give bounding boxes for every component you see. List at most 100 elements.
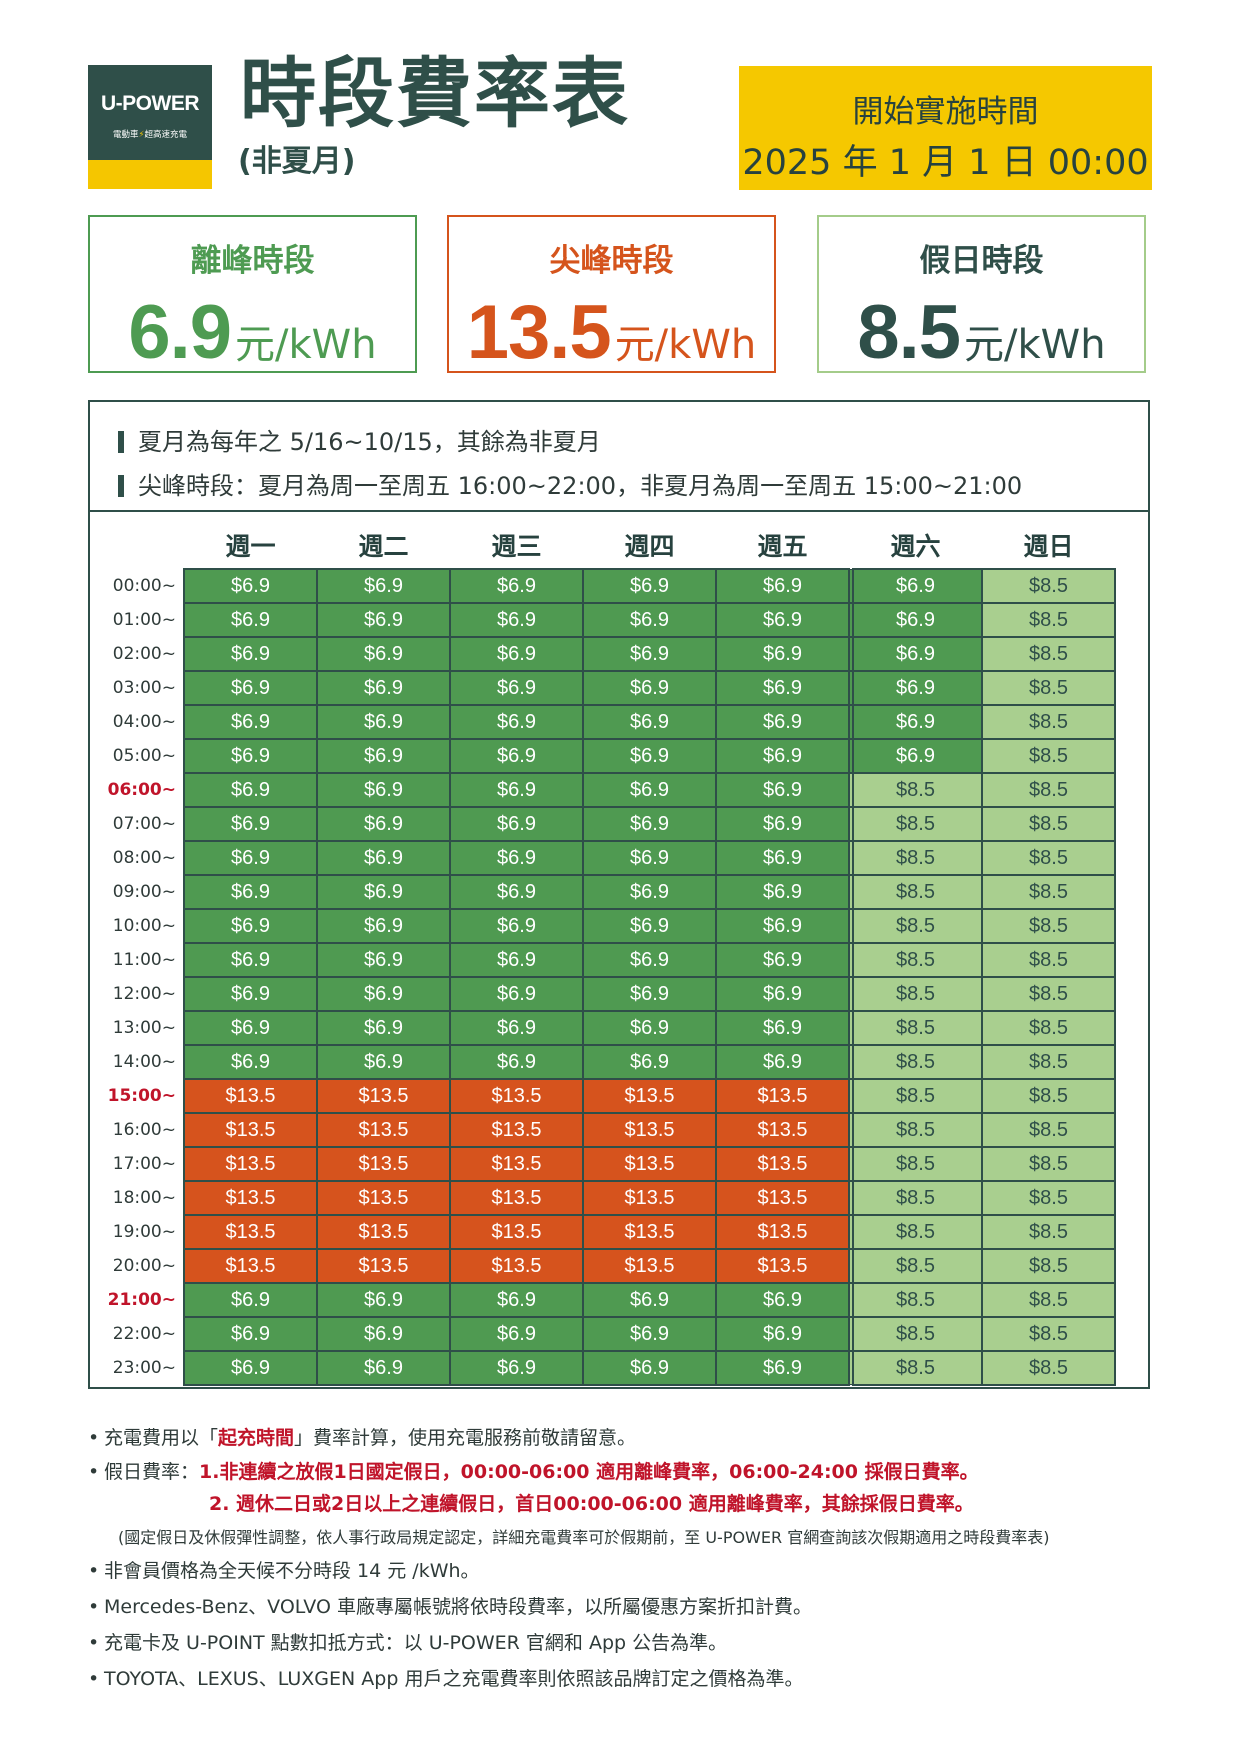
hour-label: 15:00~ bbox=[107, 1086, 176, 1106]
rate-cell-off: $6.9 bbox=[184, 875, 317, 909]
rate-cell-peak: $13.5 bbox=[184, 1113, 317, 1147]
rate-cell-off: $6.9 bbox=[583, 943, 716, 977]
off-peak-rate-box: 離峰時段 6.9 元/kWh bbox=[88, 215, 417, 376]
rate-cell-hol: $8.5 bbox=[982, 739, 1115, 773]
rate-cell-peak: $13.5 bbox=[716, 1181, 849, 1215]
rate-cell-peak: $13.5 bbox=[184, 1079, 317, 1113]
rate-cell-off: $6.9 bbox=[450, 1317, 583, 1351]
page-title: 時段費率表 bbox=[240, 49, 630, 138]
rate-cell-off: $6.9 bbox=[184, 739, 317, 773]
rate-cell-hol: $8.5 bbox=[982, 977, 1115, 1011]
rate-cell-off: $6.9 bbox=[317, 977, 450, 1011]
rate-cell-off: $6.9 bbox=[184, 909, 317, 943]
rate-cell-off: $6.9 bbox=[317, 739, 450, 773]
rate-cell-off: $6.9 bbox=[317, 1317, 450, 1351]
rate-cell-hol: $8.5 bbox=[982, 603, 1115, 637]
rate-cell-hol: $8.5 bbox=[849, 875, 982, 909]
rate-cell-off: $6.9 bbox=[184, 1283, 317, 1317]
lightning-icon: ⚡ bbox=[138, 130, 145, 140]
rate-cell-hol: $8.5 bbox=[849, 977, 982, 1011]
hour-label: 23:00~ bbox=[112, 1358, 176, 1378]
day-header: 週四 bbox=[624, 532, 675, 561]
rate-cell-hol: $8.5 bbox=[849, 1079, 982, 1113]
rate-cell-off: $6.9 bbox=[184, 1317, 317, 1351]
rate-cell-off: $6.9 bbox=[583, 1351, 716, 1385]
off-peak-unit: 元/kWh bbox=[235, 322, 377, 368]
rate-cell-peak: $13.5 bbox=[317, 1181, 450, 1215]
off-peak-label: 離峰時段 bbox=[190, 243, 315, 279]
rate-cell-hol: $8.5 bbox=[982, 705, 1115, 739]
rate-cell-off: $6.9 bbox=[450, 943, 583, 977]
rate-cell-peak: $13.5 bbox=[716, 1215, 849, 1249]
rate-cell-peak: $13.5 bbox=[583, 1249, 716, 1283]
rate-cell-off: $6.9 bbox=[184, 569, 317, 603]
rate-cell-off: $6.9 bbox=[184, 1045, 317, 1079]
logo-name: U-POWER bbox=[101, 92, 200, 115]
peak-unit: 元/kWh bbox=[614, 322, 757, 368]
hour-label: 05:00~ bbox=[112, 746, 176, 766]
hour-label: 16:00~ bbox=[112, 1120, 176, 1140]
logo-background bbox=[88, 65, 212, 160]
hour-label: 13:00~ bbox=[112, 1018, 176, 1038]
day-header: 週一 bbox=[225, 532, 276, 561]
rate-cell-peak: $13.5 bbox=[583, 1215, 716, 1249]
hour-label: 00:00~ bbox=[112, 576, 176, 596]
rate-cell-peak: $13.5 bbox=[317, 1147, 450, 1181]
footnote-card-points: • 充電卡及 U-POINT 點數扣抵方式：以 U-POWER 官網和 App 公… bbox=[88, 1632, 728, 1654]
rate-cell-hol: $8.5 bbox=[849, 1147, 982, 1181]
rate-cell-off: $6.9 bbox=[583, 1283, 716, 1317]
rate-cell-off: $6.9 bbox=[317, 671, 450, 705]
fn-text: 」費率計算，使用充電服務前敬請留意。 bbox=[294, 1427, 637, 1449]
rate-cell-peak: $13.5 bbox=[450, 1215, 583, 1249]
rate-cell-off: $6.9 bbox=[450, 875, 583, 909]
hour-label: 02:00~ bbox=[112, 644, 176, 664]
rate-cell-off: $6.9 bbox=[450, 841, 583, 875]
rate-cell-hol: $8.5 bbox=[849, 807, 982, 841]
rate-cell-off: $6.9 bbox=[184, 1011, 317, 1045]
rate-cell-hol: $8.5 bbox=[982, 1011, 1115, 1045]
off-peak-rate: 6.9 元/kWh bbox=[90, 289, 415, 376]
rate-cell-peak: $13.5 bbox=[716, 1147, 849, 1181]
hour-label: 20:00~ bbox=[112, 1256, 176, 1276]
rate-cell-off: $6.9 bbox=[317, 705, 450, 739]
rate-cell-off: $6.9 bbox=[317, 841, 450, 875]
rate-cell-peak: $13.5 bbox=[583, 1079, 716, 1113]
rate-cell-off: $6.9 bbox=[716, 977, 849, 1011]
rate-cell-peak: $13.5 bbox=[450, 1181, 583, 1215]
rate-cell-off: $6.9 bbox=[716, 637, 849, 671]
rate-cell-hol: $8.5 bbox=[982, 841, 1115, 875]
rate-cell-hol: $8.5 bbox=[982, 671, 1115, 705]
hour-label: 03:00~ bbox=[112, 678, 176, 698]
rate-cell-off: $6.9 bbox=[716, 909, 849, 943]
rate-cell-off: $6.9 bbox=[450, 807, 583, 841]
fn-text: 充電卡及 U-POINT 點數扣抵方式：以 U-POWER 官網和 App 公告… bbox=[104, 1632, 728, 1654]
rate-cell-off: $6.9 bbox=[716, 773, 849, 807]
rate-cell-hol: $8.5 bbox=[849, 1317, 982, 1351]
rate-cell-hol: $8.5 bbox=[982, 637, 1115, 671]
rate-cell-peak: $13.5 bbox=[583, 1181, 716, 1215]
holiday-rate-box: 假日時段 8.5 元/kWh bbox=[817, 215, 1146, 375]
hour-label: 21:00~ bbox=[107, 1290, 176, 1310]
hour-label: 22:00~ bbox=[112, 1324, 176, 1344]
rate-cell-off: $6.9 bbox=[317, 1011, 450, 1045]
rate-cell-hol: $8.5 bbox=[982, 1045, 1115, 1079]
rate-cell-off: $6.9 bbox=[450, 1351, 583, 1385]
rate-cell-hol: $8.5 bbox=[982, 807, 1115, 841]
rate-cell-hol: $8.5 bbox=[982, 569, 1115, 603]
rate-cell-peak: $13.5 bbox=[184, 1215, 317, 1249]
rate-cell-off: $6.9 bbox=[716, 603, 849, 637]
hour-label: 09:00~ bbox=[112, 882, 176, 902]
rate-cell-off: $6.9 bbox=[716, 943, 849, 977]
rate-cell-off: $6.9 bbox=[450, 569, 583, 603]
hour-label: 14:00~ bbox=[112, 1052, 176, 1072]
rate-cell-peak: $13.5 bbox=[450, 1147, 583, 1181]
rate-cell-off: $6.9 bbox=[317, 1283, 450, 1317]
rate-cell-off: $6.9 bbox=[716, 875, 849, 909]
peak-label: 尖峰時段 bbox=[549, 243, 674, 279]
schedule-panel: 夏月為每年之 5/16~10/15，其餘為非夏月 尖峰時段：夏月為周一至周五 1… bbox=[88, 400, 1150, 1389]
rate-cell-off: $6.9 bbox=[317, 1045, 450, 1079]
rate-cell-off: $6.9 bbox=[317, 943, 450, 977]
effective-date: 2025 年 1 月 1 日 00:00 bbox=[742, 143, 1149, 183]
rate-cell-off: $6.9 bbox=[184, 705, 317, 739]
rate-cell-off: $6.9 bbox=[184, 1351, 317, 1385]
